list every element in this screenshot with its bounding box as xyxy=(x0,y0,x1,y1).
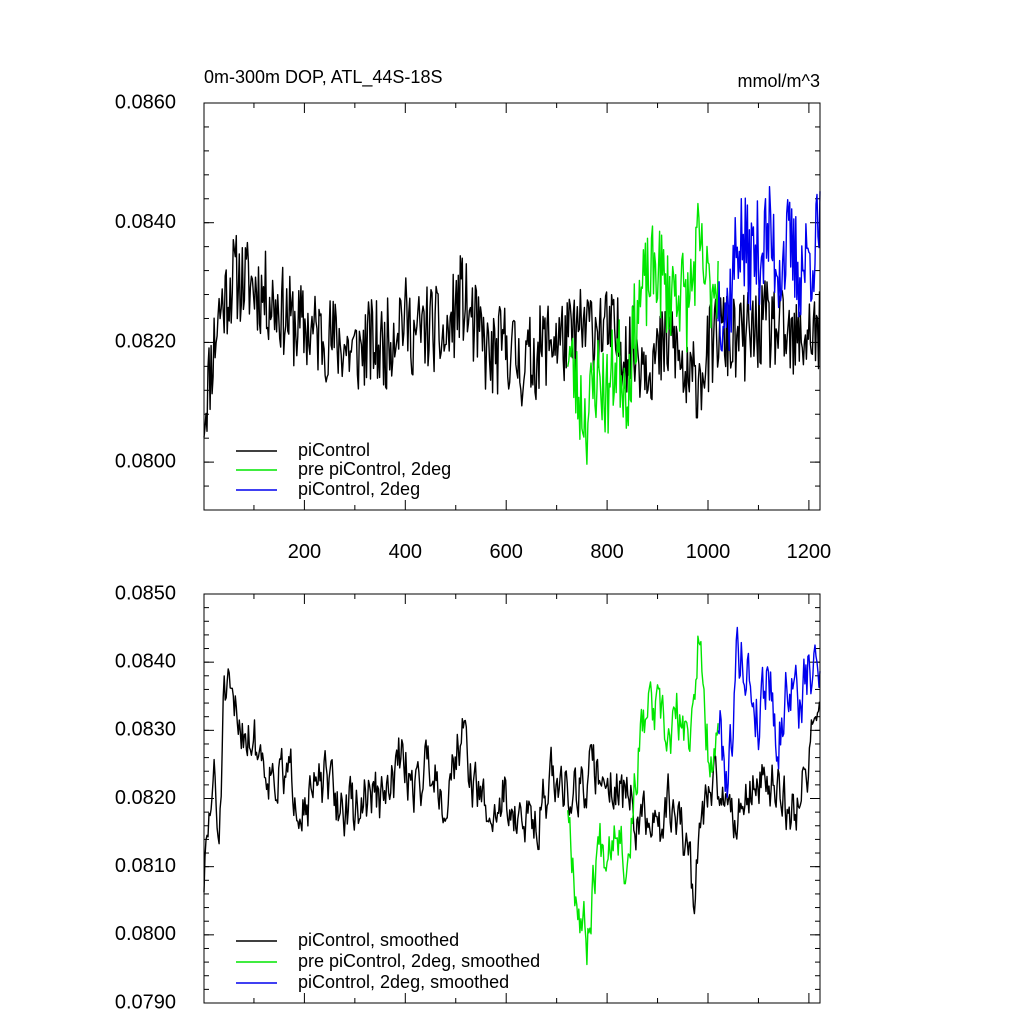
bottom-y-tick-label: 0.0810 xyxy=(115,855,176,877)
bottom-y-tick-label: 0.0830 xyxy=(115,719,176,741)
bottom-plot-frame xyxy=(203,593,821,1004)
top-x-tick-label: 200 xyxy=(288,541,321,563)
top-plot-frame xyxy=(203,102,821,511)
bottom-y-tick-labels: 0.0850 0.0840 0.0830 0.0820 0.0810 0.080… xyxy=(115,582,176,1013)
top-x-tick-label: 400 xyxy=(389,541,422,563)
top-y-tick-label: 0.0800 xyxy=(115,450,176,472)
legend-label: piControl xyxy=(298,440,370,460)
top-y-tick-label: 0.0820 xyxy=(115,331,176,353)
bottom-axis-ticks xyxy=(204,593,820,1004)
legend-label: piControl, smoothed xyxy=(298,930,459,950)
top-y-tick-label: 0.0860 xyxy=(115,91,176,113)
top-legend: piControl pre piControl, 2deg piControl,… xyxy=(236,440,451,499)
series-line-picontrol-2deg xyxy=(717,185,821,352)
top-chart-title: 0m-300m DOP, ATL_44S-18S xyxy=(204,67,442,88)
series-line-picontrol xyxy=(203,234,821,438)
top-x-tick-label: 1200 xyxy=(787,541,832,563)
series-line-picontrol-smoothed xyxy=(203,668,821,915)
top-y-tick-label: 0.0840 xyxy=(115,211,176,233)
bottom-y-tick-label: 0.0790 xyxy=(115,991,176,1013)
top-panel: 0m-300m DOP, ATL_44S-18S mmol/m^3 0.0860… xyxy=(115,67,831,563)
series-line-pre-picontrol-2deg xyxy=(567,202,719,465)
legend-label: pre piControl, 2deg, smoothed xyxy=(298,951,540,971)
bottom-legend: piControl, smoothed pre piControl, 2deg,… xyxy=(236,930,540,992)
top-x-tick-label: 800 xyxy=(590,541,623,563)
series-line-pre-picontrol-2deg-smoothed xyxy=(567,635,719,966)
top-y-tick-labels: 0.0860 0.0840 0.0820 0.0800 xyxy=(115,91,176,472)
legend-label: piControl, 2deg, smoothed xyxy=(298,972,509,992)
bottom-panel: 0.0850 0.0840 0.0830 0.0820 0.0810 0.080… xyxy=(115,582,821,1013)
bottom-y-tick-label: 0.0840 xyxy=(115,650,176,672)
bottom-series-group xyxy=(203,626,821,966)
bottom-y-tick-label: 0.0820 xyxy=(115,787,176,809)
series-line-picontrol-2deg-smoothed xyxy=(717,626,821,799)
top-x-tick-labels: 200 400 600 800 1000 1200 xyxy=(288,541,831,563)
top-x-tick-label: 1000 xyxy=(686,541,731,563)
top-chart-units: mmol/m^3 xyxy=(738,71,820,91)
legend-label: piControl, 2deg xyxy=(298,479,420,499)
bottom-y-tick-label: 0.0850 xyxy=(115,582,176,604)
bottom-y-tick-label: 0.0800 xyxy=(115,923,176,945)
top-series-group xyxy=(203,185,821,465)
legend-label: pre piControl, 2deg xyxy=(298,459,451,479)
top-x-tick-label: 600 xyxy=(490,541,523,563)
